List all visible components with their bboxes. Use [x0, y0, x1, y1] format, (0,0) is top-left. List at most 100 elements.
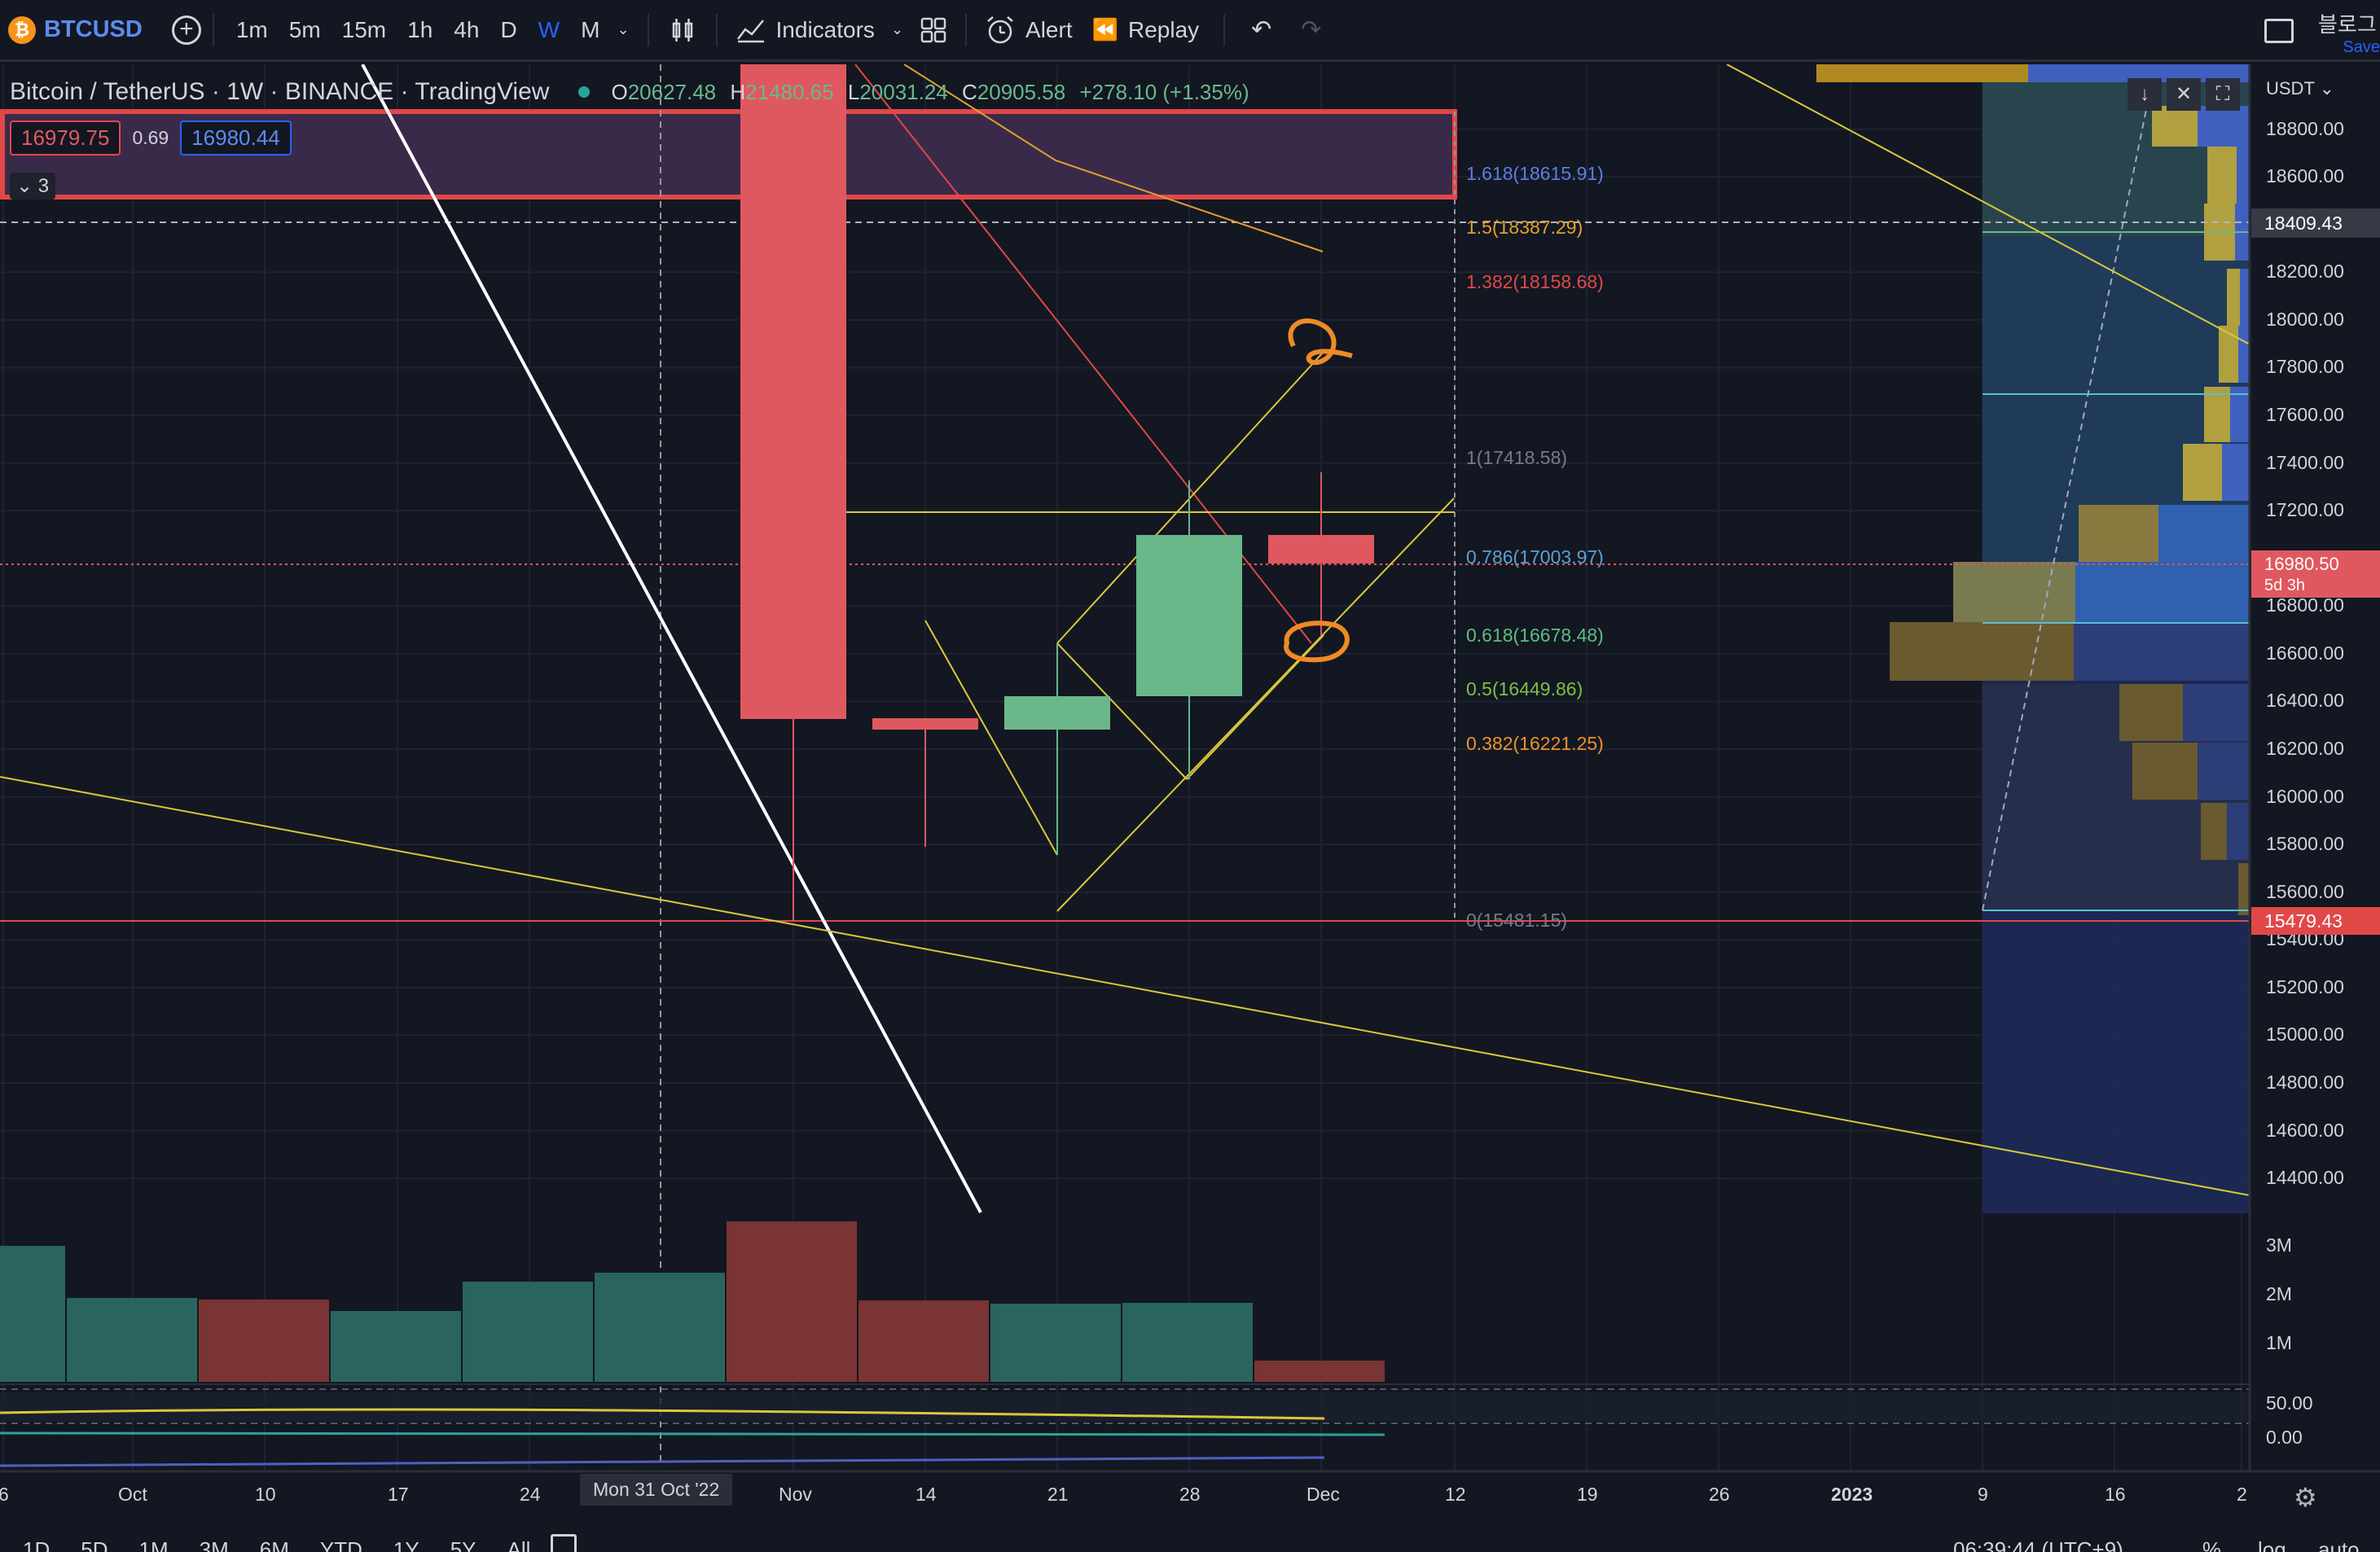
price-label: 14600.00: [2266, 1119, 2344, 1141]
timeframe-1h[interactable]: 1h: [407, 16, 433, 42]
compare-add-button[interactable]: +: [171, 0, 201, 61]
fib-lines[interactable]: [845, 112, 1456, 921]
save-area[interactable]: 블로그 Save: [2318, 8, 2380, 57]
percent-toggle[interactable]: %: [2202, 1537, 2222, 1552]
price-label: 16600.00: [2266, 642, 2344, 664]
time-label: 17: [388, 1484, 409, 1505]
volume-bars: [0, 1221, 1385, 1382]
clock-time[interactable]: 06:39:44 (UTC+9): [1953, 1537, 2123, 1552]
fullscreen-button[interactable]: [2264, 0, 2294, 62]
indicators-dropdown[interactable]: ⌄: [881, 0, 913, 61]
top-toolbar: ₿ BTCUSD + 1m 5m 15m 1h 4h D W M ⌄ Indicators ⌄…: [0, 0, 2380, 62]
range-1d[interactable]: 1D: [23, 1537, 50, 1552]
indicators-button[interactable]: Indicators: [729, 0, 881, 61]
close-value: 20905.58: [977, 79, 1066, 104]
settings-gear-icon[interactable]: ⚙: [2294, 1483, 2317, 1512]
auto-toggle[interactable]: auto: [2318, 1537, 2360, 1552]
range-1m[interactable]: 1M: [138, 1537, 169, 1552]
undo-button[interactable]: ↶: [1236, 0, 1286, 61]
trendline-yellow-long[interactable]: [0, 776, 2250, 1196]
crosshair-date-tag: Mon 31 Oct '22: [580, 1474, 733, 1506]
volume-bar: [727, 1221, 857, 1382]
timeframe-w[interactable]: W: [538, 16, 560, 42]
layout-button[interactable]: [913, 0, 954, 61]
candle-body[interactable]: [1268, 535, 1374, 563]
legend-title[interactable]: Bitcoin / TetherUS · 1W · BINANCE · Trad…: [10, 78, 550, 105]
fib-level-label: 0.618(16678.48): [1466, 625, 1604, 646]
timeframe-1m[interactable]: 1m: [235, 16, 268, 42]
range-buttons: 1D 5D 1M 3M 6M YTD 1Y 5Y All: [23, 1537, 530, 1552]
buy-button[interactable]: 16980.44: [180, 121, 292, 156]
blog-label: 블로그: [2318, 12, 2377, 37]
price-label: 15000.00: [2266, 1024, 2344, 1046]
line-price-tag: 15479.43: [2251, 907, 2380, 935]
trendline-yellow-upper[interactable]: [1726, 64, 2250, 345]
collapse-icon[interactable]: ✕: [2167, 78, 2201, 111]
crosshair-price-tag: 18409.43: [2251, 208, 2380, 238]
volume-bar: [67, 1298, 197, 1382]
price-label: 16000.00: [2266, 785, 2344, 807]
timeframe-m[interactable]: M: [581, 16, 600, 42]
time-label: 26: [1709, 1484, 1730, 1505]
volume-label: 3M: [2266, 1234, 2292, 1256]
timeframe-5m[interactable]: 5m: [288, 16, 321, 42]
range-ytd[interactable]: YTD: [319, 1537, 362, 1552]
currency-selector[interactable]: USDT ⌄: [2266, 78, 2334, 99]
channel-lines[interactable]: [924, 351, 1455, 912]
sell-button[interactable]: 16979.75: [10, 121, 121, 156]
range-6m[interactable]: 6M: [259, 1537, 289, 1552]
trendline-orange[interactable]: [903, 64, 1324, 252]
indicators-toggle[interactable]: ⌄ 3: [10, 173, 56, 199]
replay-button[interactable]: ⏪ Replay: [1079, 0, 1213, 61]
indicators-icon: [736, 19, 764, 42]
candle-body[interactable]: [872, 718, 978, 730]
time-label: 2: [2237, 1484, 2247, 1505]
fib-level-label: 0.382(16221.25): [1466, 733, 1604, 754]
timeframe-15m[interactable]: 15m: [341, 16, 387, 42]
bid-ask-panel: 16979.75 0.69 16980.44: [10, 121, 292, 156]
symbol-search[interactable]: ₿ BTCUSD: [0, 0, 143, 61]
candle-body[interactable]: [1136, 535, 1242, 696]
timeframe-d[interactable]: D: [500, 16, 517, 42]
redo-button[interactable]: ↷: [1286, 0, 1336, 61]
alert-button[interactable]: Alert: [978, 0, 1079, 61]
range-all[interactable]: All: [507, 1537, 531, 1552]
timeframe-dropdown[interactable]: ⌄: [610, 0, 635, 61]
maximize-icon[interactable]: ⛶: [2206, 78, 2240, 111]
price-label: 18600.00: [2266, 165, 2344, 187]
price-label: 16800.00: [2266, 594, 2344, 616]
chevron-down-icon: ⌄: [890, 21, 904, 37]
divider: [212, 13, 214, 46]
close-label: C: [962, 79, 977, 104]
chart-type-button[interactable]: [661, 0, 705, 61]
price-label: 16400.00: [2266, 690, 2344, 712]
price-label: 14400.00: [2266, 1167, 2344, 1189]
candle-body[interactable]: [1004, 696, 1110, 730]
indicators-count: 3: [37, 175, 50, 197]
price-label: 17800.00: [2266, 356, 2344, 378]
scroll-down-icon[interactable]: ↓: [2128, 78, 2162, 111]
trendline-white[interactable]: [361, 64, 982, 1213]
chevron-down-icon: ⌄: [617, 21, 630, 37]
fib-level-label: 1(17418.58): [1466, 447, 1568, 468]
chart-canvas[interactable]: [0, 64, 2380, 1523]
time-label: 14: [916, 1484, 937, 1505]
time-label: Oct: [118, 1484, 147, 1505]
candle-body[interactable]: [740, 64, 846, 719]
range-1y[interactable]: 1Y: [393, 1537, 419, 1552]
price-label: 18000.00: [2266, 308, 2344, 330]
price-axis-bg: [2250, 64, 2380, 1471]
candlesticks[interactable]: [740, 64, 1374, 921]
high-value: 21480.65: [745, 79, 834, 104]
alert-label: Alert: [1025, 16, 1073, 42]
range-5d[interactable]: 5D: [81, 1537, 108, 1552]
timeframe-4h[interactable]: 4h: [454, 16, 480, 42]
calendar-icon[interactable]: [551, 1534, 577, 1552]
range-3m[interactable]: 3M: [199, 1537, 229, 1552]
range-5y[interactable]: 5Y: [450, 1537, 476, 1552]
time-label: 6: [0, 1484, 9, 1505]
log-toggle[interactable]: log: [2258, 1537, 2286, 1552]
volume-bar: [990, 1304, 1121, 1382]
oscillator-label: 0.00: [2266, 1427, 2303, 1448]
hand-drawn-circles[interactable]: [1284, 318, 1353, 663]
